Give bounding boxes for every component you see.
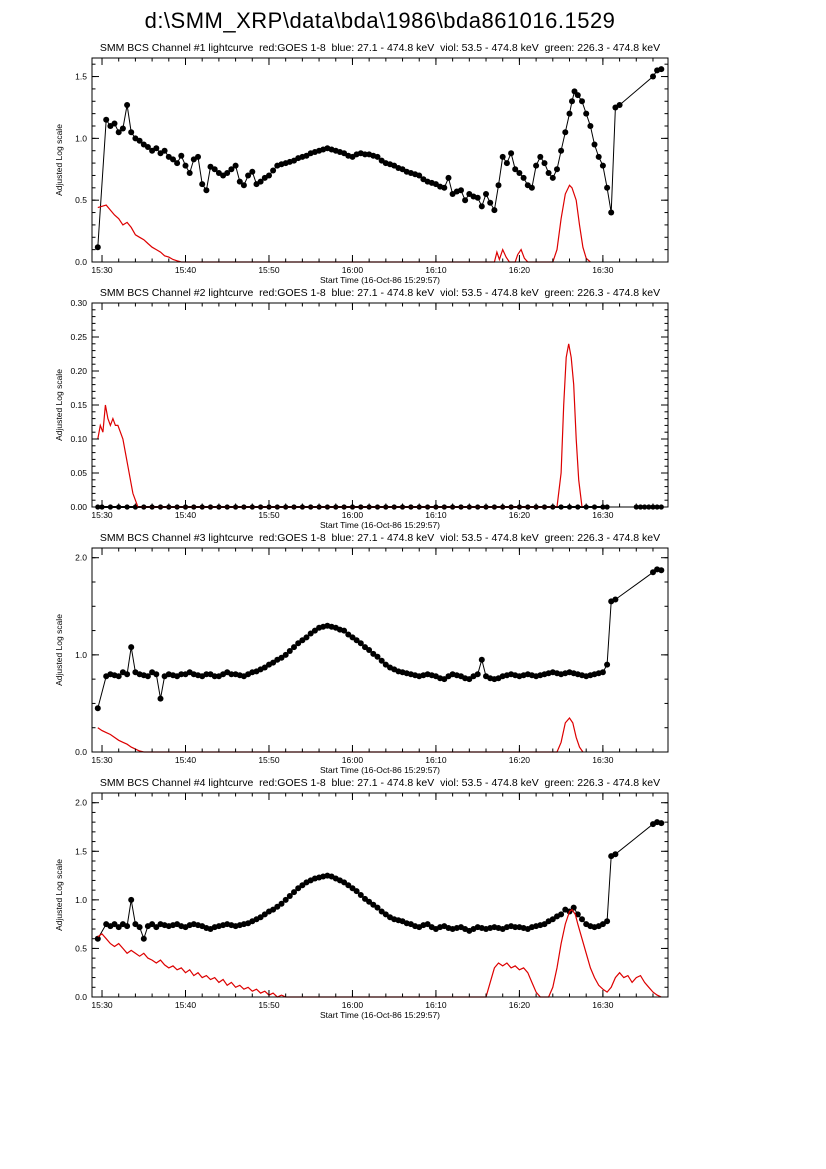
svg-text:16:20: 16:20	[509, 1000, 531, 1010]
svg-text:0.5: 0.5	[75, 195, 87, 205]
svg-text:0.5: 0.5	[75, 943, 87, 953]
svg-text:16:00: 16:00	[342, 265, 364, 275]
svg-text:1.0: 1.0	[75, 133, 87, 143]
svg-text:16:20: 16:20	[509, 755, 531, 765]
channel-4-chart: SMM BCS Channel #4 lightcurve red:GOES 1…	[54, 777, 669, 1020]
svg-text:16:00: 16:00	[342, 510, 364, 520]
svg-text:16:10: 16:10	[425, 510, 447, 520]
svg-text:15:50: 15:50	[258, 265, 280, 275]
file-path-title: d:\SMM_XRP\data\bda\1986\bda861016.1529	[144, 8, 616, 33]
svg-text:0.00: 0.00	[70, 502, 87, 512]
lightcurve-panel-4: SMM BCS Channel #4 lightcurve red:GOES 1…	[0, 775, 826, 1020]
panel-title: SMM BCS Channel #3 lightcurve red:GOES 1…	[100, 532, 660, 544]
svg-text:0.30: 0.30	[70, 298, 87, 308]
x-axis-label: Start Time (16-Oct-86 15:29:57)	[320, 520, 440, 530]
lightcurve-panel-1: SMM BCS Channel #1 lightcurve red:GOES 1…	[0, 40, 826, 285]
svg-text:0.0: 0.0	[75, 747, 87, 757]
svg-text:0.0: 0.0	[75, 992, 87, 1002]
svg-text:15:40: 15:40	[175, 510, 197, 520]
svg-text:2.0: 2.0	[75, 798, 87, 808]
svg-text:15:50: 15:50	[258, 755, 280, 765]
svg-text:0.15: 0.15	[70, 400, 87, 410]
lightcurve-panel-3: SMM BCS Channel #3 lightcurve red:GOES 1…	[0, 530, 826, 775]
svg-text:0.0: 0.0	[75, 257, 87, 267]
svg-text:0.10: 0.10	[70, 434, 87, 444]
svg-text:16:30: 16:30	[592, 265, 614, 275]
svg-text:16:30: 16:30	[592, 510, 614, 520]
svg-text:15:30: 15:30	[91, 1000, 113, 1010]
y-axis-label: Adjusted Log scale	[54, 124, 64, 196]
panel-title: SMM BCS Channel #4 lightcurve red:GOES 1…	[100, 777, 660, 789]
svg-text:16:20: 16:20	[509, 510, 531, 520]
y-axis-label: Adjusted Log scale	[54, 859, 64, 931]
svg-text:1.0: 1.0	[75, 650, 87, 660]
panel-title: SMM BCS Channel #1 lightcurve red:GOES 1…	[100, 42, 660, 54]
lightcurve-panel-2: SMM BCS Channel #2 lightcurve red:GOES 1…	[0, 285, 826, 530]
panel-title: SMM BCS Channel #2 lightcurve red:GOES 1…	[100, 287, 660, 299]
channel-3-chart: SMM BCS Channel #3 lightcurve red:GOES 1…	[54, 532, 669, 775]
svg-text:15:40: 15:40	[175, 755, 197, 765]
svg-text:15:30: 15:30	[91, 265, 113, 275]
svg-text:1.5: 1.5	[75, 846, 87, 856]
svg-text:15:40: 15:40	[175, 1000, 197, 1010]
panels-container: SMM BCS Channel #1 lightcurve red:GOES 1…	[0, 40, 826, 1020]
svg-text:1.5: 1.5	[75, 72, 87, 82]
channel-2-chart: SMM BCS Channel #2 lightcurve red:GOES 1…	[54, 287, 669, 530]
svg-text:16:00: 16:00	[342, 1000, 364, 1010]
svg-text:15:50: 15:50	[258, 510, 280, 520]
channel-1-chart: SMM BCS Channel #1 lightcurve red:GOES 1…	[54, 42, 669, 285]
x-axis-label: Start Time (16-Oct-86 15:29:57)	[320, 1010, 440, 1020]
svg-text:16:00: 16:00	[342, 755, 364, 765]
y-axis-label: Adjusted Log scale	[54, 369, 64, 441]
svg-text:16:10: 16:10	[425, 1000, 447, 1010]
svg-text:0.20: 0.20	[70, 366, 87, 376]
svg-text:16:10: 16:10	[425, 265, 447, 275]
x-axis-label: Start Time (16-Oct-86 15:29:57)	[320, 275, 440, 285]
svg-text:15:40: 15:40	[175, 265, 197, 275]
svg-text:0.05: 0.05	[70, 468, 87, 478]
svg-text:15:30: 15:30	[91, 755, 113, 765]
svg-text:16:20: 16:20	[509, 265, 531, 275]
svg-text:2.0: 2.0	[75, 553, 87, 563]
svg-text:1.0: 1.0	[75, 895, 87, 905]
svg-text:15:30: 15:30	[91, 510, 113, 520]
y-axis-label: Adjusted Log scale	[54, 614, 64, 686]
svg-text:15:50: 15:50	[258, 1000, 280, 1010]
svg-text:16:10: 16:10	[425, 755, 447, 765]
svg-text:0.25: 0.25	[70, 332, 87, 342]
svg-text:16:30: 16:30	[592, 755, 614, 765]
svg-text:16:30: 16:30	[592, 1000, 614, 1010]
x-axis-label: Start Time (16-Oct-86 15:29:57)	[320, 765, 440, 775]
